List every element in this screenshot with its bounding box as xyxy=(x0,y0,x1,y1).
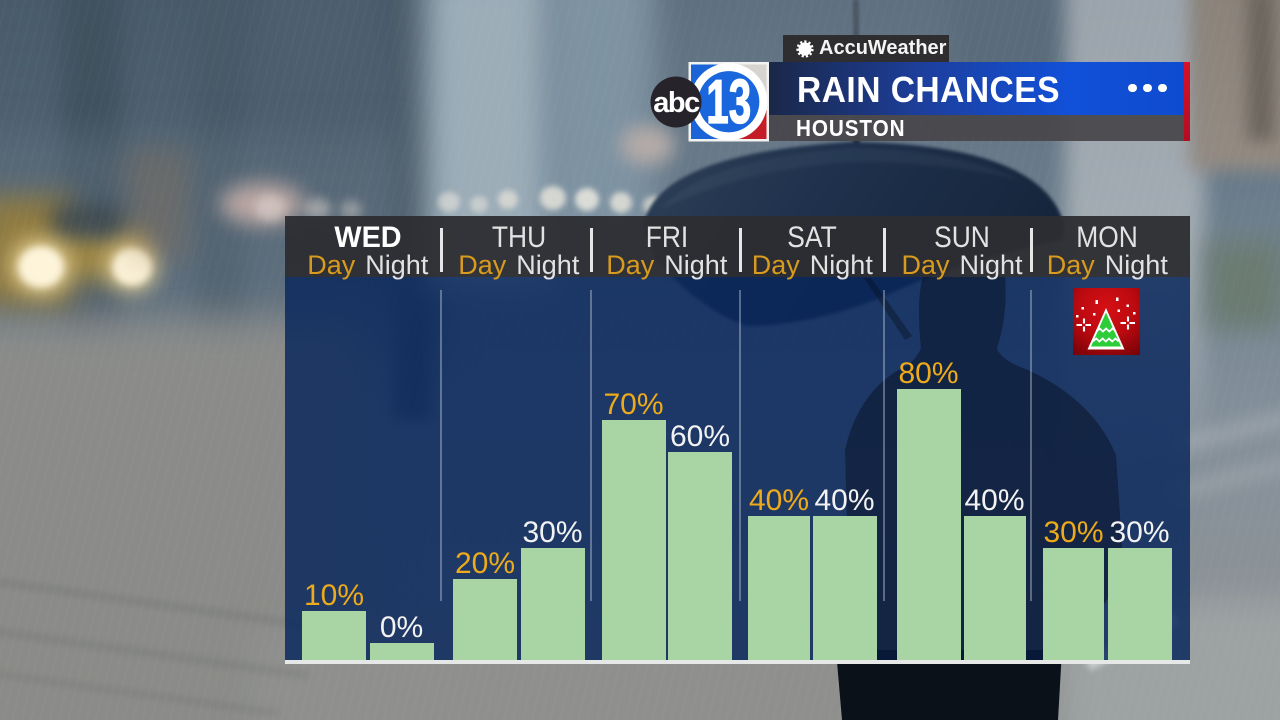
svg-text:13: 13 xyxy=(706,68,751,137)
svg-text:abc: abc xyxy=(653,87,700,119)
